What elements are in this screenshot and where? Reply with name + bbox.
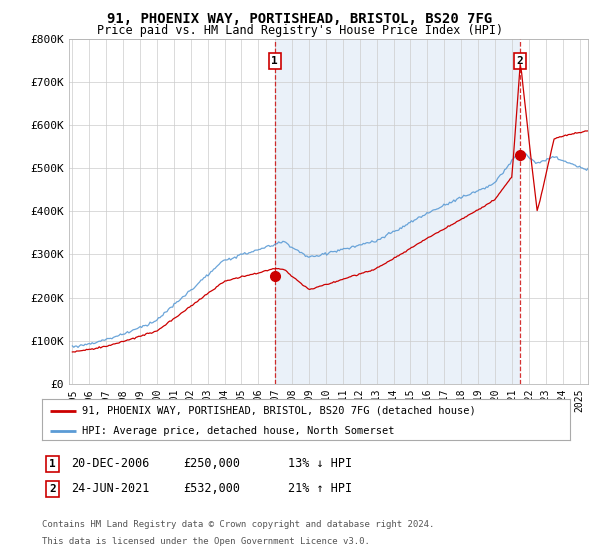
Text: Price paid vs. HM Land Registry's House Price Index (HPI): Price paid vs. HM Land Registry's House … — [97, 24, 503, 37]
Text: 24-JUN-2021: 24-JUN-2021 — [71, 482, 149, 496]
Text: 20-DEC-2006: 20-DEC-2006 — [71, 457, 149, 470]
Text: 1: 1 — [49, 459, 56, 469]
Text: 21% ↑ HPI: 21% ↑ HPI — [288, 482, 352, 496]
Text: £532,000: £532,000 — [183, 482, 240, 496]
Bar — [275, 39, 520, 384]
Text: HPI: Average price, detached house, North Somerset: HPI: Average price, detached house, Nort… — [82, 426, 394, 436]
Text: 91, PHOENIX WAY, PORTISHEAD, BRISTOL, BS20 7FG: 91, PHOENIX WAY, PORTISHEAD, BRISTOL, BS… — [107, 12, 493, 26]
Text: 2: 2 — [517, 56, 523, 66]
Text: 1: 1 — [271, 56, 278, 66]
Text: 91, PHOENIX WAY, PORTISHEAD, BRISTOL, BS20 7FG (detached house): 91, PHOENIX WAY, PORTISHEAD, BRISTOL, BS… — [82, 405, 475, 416]
Text: Contains HM Land Registry data © Crown copyright and database right 2024.: Contains HM Land Registry data © Crown c… — [42, 520, 434, 529]
Text: 13% ↓ HPI: 13% ↓ HPI — [288, 457, 352, 470]
Text: 2: 2 — [49, 484, 56, 494]
Text: £250,000: £250,000 — [183, 457, 240, 470]
Text: This data is licensed under the Open Government Licence v3.0.: This data is licensed under the Open Gov… — [42, 537, 370, 546]
